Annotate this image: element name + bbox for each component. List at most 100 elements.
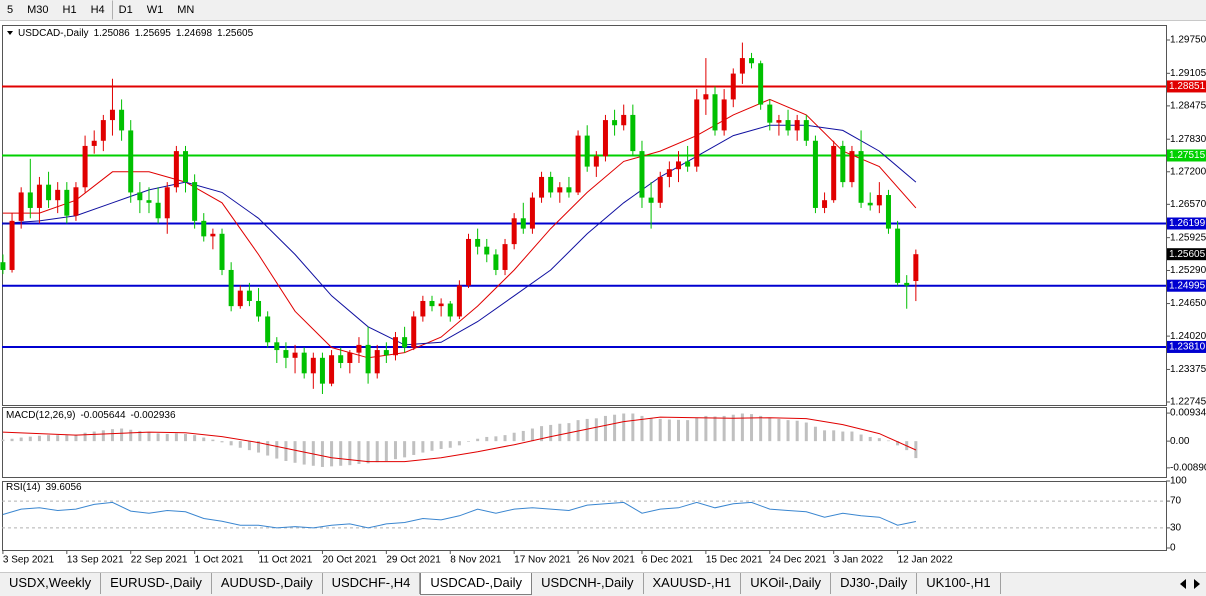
chart-tab[interactable]: USDCHF-,H4 <box>323 573 421 594</box>
panel-title: MACD(12,26,9) <box>6 410 75 421</box>
candle-body <box>301 352 307 374</box>
candle-body <box>475 238 481 247</box>
macd-bar <box>877 438 881 442</box>
macd-bar <box>37 435 41 442</box>
macd-bar <box>676 419 680 442</box>
macd-bar <box>868 436 872 442</box>
y-tick-label: 1.29105 <box>1170 68 1206 79</box>
timeframe-button[interactable]: H1 <box>62 4 77 16</box>
candle-body <box>201 220 207 237</box>
x-tick-label: 17 Nov 2021 <box>514 555 571 566</box>
macd-bar <box>174 433 178 442</box>
candle-body <box>803 120 809 141</box>
macd-bar <box>229 441 233 446</box>
chart-tab[interactable]: UK100-,H1 <box>917 573 1001 594</box>
scroll-left[interactable] <box>1180 579 1186 589</box>
y-tick-label: -0.00890 <box>1170 463 1206 474</box>
level-price-box <box>1167 217 1206 230</box>
y-tick-label: 100 <box>1170 476 1187 487</box>
candle-body <box>429 300 435 307</box>
moving-average <box>2 124 917 346</box>
candle-body <box>520 218 526 229</box>
macd-bar <box>567 423 571 442</box>
macd-bar <box>19 437 23 442</box>
macd-bar <box>622 413 626 442</box>
macd-bar <box>357 441 361 464</box>
x-tick-label: 3 Jan 2022 <box>834 555 884 566</box>
rsi-line <box>2 501 916 529</box>
candle-body <box>694 99 700 167</box>
macd-bar <box>1 439 5 442</box>
timeframe-button[interactable]: 5 <box>7 4 14 16</box>
panel-header: MACD(12,26,9) -0.005644 -0.002936 <box>6 410 176 421</box>
candle-body <box>822 200 828 208</box>
header-value: 1.25695 <box>135 28 172 39</box>
y-tick-label: 1.25925 <box>1170 232 1206 243</box>
candle-body <box>675 161 681 170</box>
timeframe-button[interactable]: H4 <box>90 4 105 16</box>
macd-bar <box>759 415 763 442</box>
candle-body <box>502 244 508 270</box>
timeframe-button[interactable]: D1 <box>111 0 140 20</box>
candle-body <box>155 202 161 219</box>
macd-bar <box>430 441 434 451</box>
macd-bar <box>777 418 781 442</box>
chart-tab[interactable]: USDCAD-,Daily <box>420 573 533 595</box>
macd-bar <box>302 441 306 465</box>
candle-body <box>128 130 134 193</box>
candle-body <box>602 120 608 157</box>
chart-tab[interactable]: USDX,Weekly <box>0 573 102 594</box>
macd-bar <box>695 417 699 442</box>
candle-body <box>91 140 97 146</box>
candle-body <box>18 192 24 221</box>
chart-tab[interactable]: AUDUSD-,Daily <box>212 573 323 594</box>
tab-scroll[interactable] <box>1176 577 1206 591</box>
chart-tab[interactable]: XAUUSD-,H1 <box>644 573 742 594</box>
macd-bar <box>393 441 397 460</box>
macd-bar <box>439 441 443 449</box>
x-tick-label: 26 Nov 2021 <box>578 555 635 566</box>
header-marker <box>7 31 13 35</box>
candle-body <box>64 189 70 216</box>
candle-body <box>283 350 289 358</box>
panel-header: RSI(14) 39.6056 <box>6 482 82 493</box>
candle-body <box>438 303 444 307</box>
scroll-right[interactable] <box>1194 579 1200 589</box>
candle-body <box>46 184 52 201</box>
candle-body <box>365 344 371 374</box>
chart-tab[interactable]: USDCNH-,Daily <box>532 573 644 594</box>
macd-bar <box>238 441 242 448</box>
macd-bar <box>457 441 461 446</box>
candle-body <box>119 109 125 131</box>
macd-bar <box>476 438 480 442</box>
macd-bar <box>540 426 544 442</box>
candle-body <box>867 202 873 206</box>
chart-tab[interactable]: UKOil-,Daily <box>741 573 832 594</box>
level-price-box <box>1167 80 1206 93</box>
macd-bar <box>384 441 388 461</box>
x-tick-label: 13 Sep 2021 <box>67 555 124 566</box>
level-price-box <box>1167 279 1206 292</box>
candle-body <box>73 187 79 216</box>
y-tick-label: 1.23375 <box>1170 364 1206 375</box>
candle-body <box>228 269 234 307</box>
chart-tab[interactable]: EURUSD-,Daily <box>101 573 212 594</box>
candle-body <box>146 200 152 203</box>
x-tick-label: 11 Oct 2021 <box>259 555 313 566</box>
candle-body <box>173 151 179 188</box>
macd-bar <box>147 432 151 442</box>
candle-body <box>758 63 764 105</box>
timeframe-button[interactable]: W1 <box>146 4 164 16</box>
macd-bar <box>704 415 708 442</box>
timeframe-button[interactable]: M30 <box>27 4 49 16</box>
timeframe-button[interactable]: MN <box>177 4 195 16</box>
candle-body <box>447 303 453 317</box>
header-value: 1.25086 <box>94 28 131 39</box>
candle-body <box>785 120 791 131</box>
candle-body <box>730 73 736 100</box>
macd-bar <box>138 430 142 442</box>
chart-tab[interactable]: DJ30-,Daily <box>831 573 918 594</box>
macd-bar <box>101 430 105 442</box>
candle-body <box>347 352 353 363</box>
y-tick-label: 1.22745 <box>1170 397 1206 408</box>
